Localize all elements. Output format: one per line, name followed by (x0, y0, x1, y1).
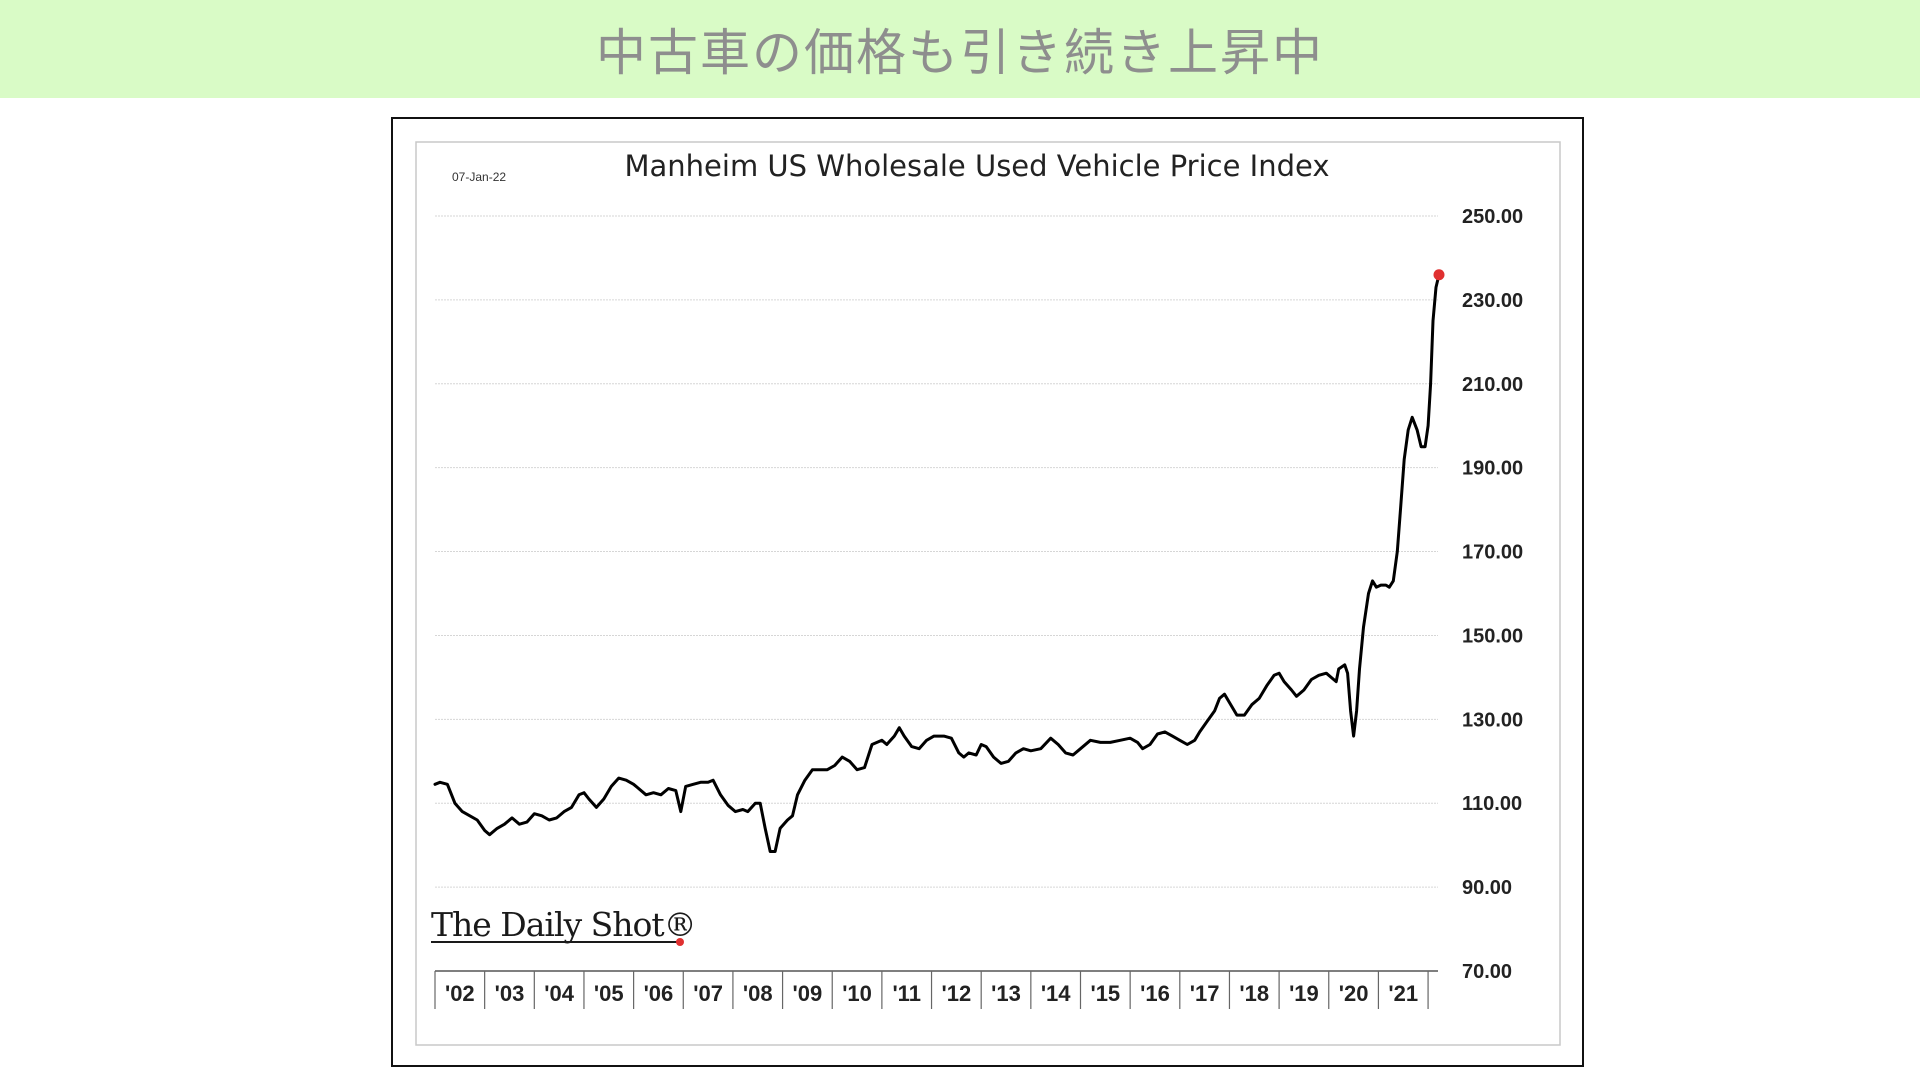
chart-frame: 07-Jan-22 Manheim US Wholesale Used Vehi… (391, 117, 1584, 1067)
series-layer (433, 269, 1445, 853)
title-banner: 中古車の価格も引き続き上昇中 (0, 0, 1920, 98)
y-tick-label: 90.00 (1462, 877, 1512, 899)
x-tick-label: '17 (1190, 981, 1220, 1006)
series-line (433, 273, 1441, 853)
x-axis: '02 '03 '04 '05 '06 '07 '08 '09 '10 '11 '12 '13 '14 '… (434, 970, 1438, 1009)
x-tick-label: '08 (743, 981, 773, 1006)
x-tick-label: '12 (942, 981, 972, 1006)
x-tick-label: '11 (892, 981, 921, 1006)
x-tick-label: '21 (1388, 981, 1418, 1006)
y-tick-label: 230.00 (1462, 290, 1523, 312)
x-tick-label: '06 (644, 981, 674, 1006)
daily-shot-logo: The Daily Shot® (431, 905, 697, 946)
y-tick-label: 130.00 (1462, 709, 1523, 731)
x-tick-label: '18 (1239, 981, 1269, 1006)
x-tick-label: '10 (842, 981, 872, 1006)
banner-title: 中古車の価格も引き続き上昇中 (596, 24, 1324, 82)
x-tick-label: '15 (1090, 981, 1120, 1006)
x-tick-label: '19 (1289, 981, 1319, 1006)
gridlines (435, 215, 1438, 888)
y-tick-label: 150.00 (1462, 625, 1523, 647)
latest-value-marker (1433, 269, 1445, 281)
price-index-chart: 07-Jan-22 Manheim US Wholesale Used Vehi… (415, 141, 1561, 1046)
y-tick-label: 110.00 (1462, 793, 1522, 815)
x-tick-label: '02 (445, 981, 475, 1006)
chart-title: Manheim US Wholesale Used Vehicle Price … (625, 149, 1330, 183)
x-tick-label: '16 (1140, 981, 1170, 1006)
y-tick-label: 190.00 (1462, 458, 1523, 480)
x-tick-label: '04 (544, 981, 574, 1006)
y-axis-ticks: 70.00 90.00 110.00 130.00 150.00 170.00 190.00… (1462, 206, 1523, 983)
x-tick-label: '13 (991, 981, 1021, 1006)
x-tick-label: '09 (793, 981, 823, 1006)
y-tick-label: 210.00 (1462, 374, 1523, 396)
logo-text: The Daily Shot® (431, 905, 696, 944)
y-tick-label: 170.00 (1462, 542, 1523, 564)
y-tick-label: 250.00 (1462, 206, 1523, 228)
x-tick-label: '05 (594, 981, 624, 1006)
date-stamp: 07-Jan-22 (452, 170, 506, 184)
x-tick-label: '20 (1339, 981, 1369, 1006)
x-tick-label: '14 (1041, 981, 1071, 1006)
logo-red-dot (676, 938, 684, 946)
y-tick-label: 70.00 (1462, 961, 1512, 983)
x-tick-label: '07 (693, 981, 723, 1006)
x-tick-label: '03 (495, 981, 525, 1006)
